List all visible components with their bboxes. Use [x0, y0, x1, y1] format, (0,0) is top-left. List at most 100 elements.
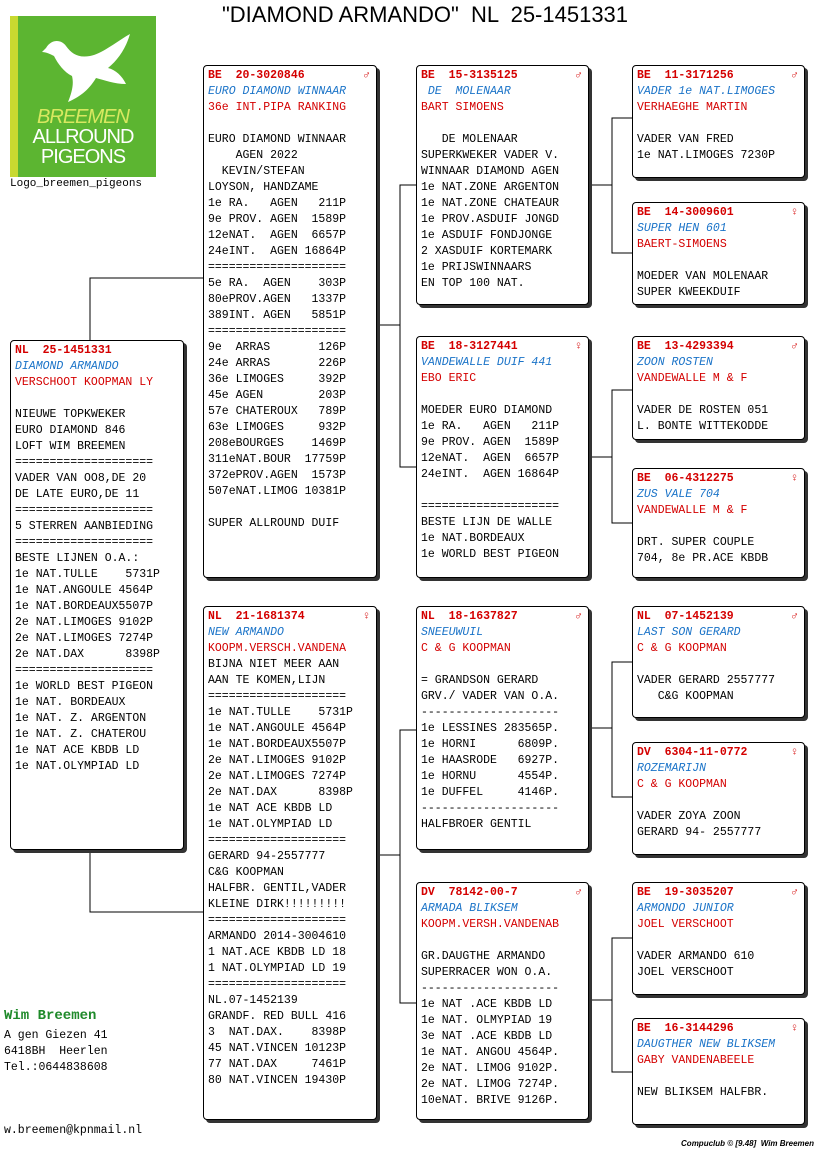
- card-line: 1 NAT.ACE KBDB LD 18: [208, 946, 347, 959]
- title: "DIAMOND ARMANDO" NL 25-1451331: [221, 2, 629, 27]
- card-line: 1e NAT ACE KBDB LD: [208, 802, 333, 815]
- card-line: 2e NAT.LIMOGES 9102P: [208, 754, 347, 767]
- sex-symbol: ♂: [575, 610, 582, 623]
- card-line: 1e PROV.ASDUIF JONGD: [421, 213, 560, 226]
- pedigree-card: BE 16-3144296 ♀ DAUGTHER NEW BLIKSEM GABY V…: [632, 1018, 805, 1125]
- logo: BREEMEN ALLROUND PIGEONS: [10, 16, 156, 177]
- sex-symbol: ♂: [791, 340, 798, 353]
- pedigree-card: BE 15-3135125 ♂ DE MOLENAAR BART SIMOENS D…: [416, 65, 589, 305]
- logo-text: BREEMEN: [37, 106, 130, 128]
- card-line: GRV./ VADER VAN O.A.: [421, 690, 560, 703]
- owner: VERSCHOOT KOOPMAN LY: [15, 376, 154, 389]
- ring-number: BE 11-3171256 ♂: [637, 69, 798, 82]
- card-line: 1e HORNU 4554P.: [421, 770, 560, 783]
- pedigree-card: NL 25-1451331 DIAMOND ARMANDO VERSCHOOT KO…: [10, 340, 184, 850]
- card-line: 9e PROV. AGEN 1589P: [421, 436, 560, 449]
- pedigree-card: BE 13-4293394 ♂ ZOON ROSTEN VANDEWALLE M & …: [632, 336, 805, 440]
- pedigree-card: BE 11-3171256 ♂ VADER 1e NAT.LIMOGES VERHAE…: [632, 65, 805, 178]
- card-line: HALFBROER GENTIL: [421, 818, 532, 831]
- sex-symbol: ♀: [363, 610, 370, 623]
- pigeon-name: ZOON ROSTEN: [637, 356, 713, 369]
- pigeon-name: ZUS VALE 704: [637, 488, 720, 501]
- sex-symbol: ♀: [791, 206, 798, 219]
- card-line: ====================: [208, 261, 347, 274]
- card-line: 80ePROV.AGEN 1337P: [208, 293, 347, 306]
- pedigree-card: DV 6304-11-0772 ♀ ROZEMARIJN C & G KOOPMAN V…: [632, 742, 805, 855]
- card-line: MOEDER VAN MOLENAAR: [637, 270, 769, 283]
- card-line: 3e NAT .ACE KBDB LD: [421, 1030, 553, 1043]
- card-line: 80 NAT.VINCEN 19430P: [208, 1074, 347, 1087]
- connector: [611, 117, 632, 254]
- card-line: L. BONTE WITTEKODDE: [637, 420, 769, 433]
- card-line: SUPERRACER WON O.A.: [421, 966, 553, 979]
- card-line: 1e NAT.BORDEAUX5507P: [15, 600, 154, 613]
- card-line: 1e NAT.TULLE 5731P: [15, 568, 160, 581]
- card-line: ====================: [208, 978, 347, 991]
- card-line: AGEN 2022: [208, 149, 298, 162]
- sex-symbol: ♂: [575, 886, 582, 899]
- card-line: 9e PROV. AGEN 1589P: [208, 213, 347, 226]
- card-line: EURO DIAMOND WINNAAR: [208, 133, 347, 146]
- sex-symbol: ♂: [363, 69, 370, 82]
- card-line: 1e NAT.ANGOULE 4564P: [15, 584, 154, 597]
- card-line: HALFBR. GENTIL,VADER: [208, 882, 347, 895]
- card-line: VADER ZOYA ZOON: [637, 810, 741, 823]
- sex-symbol: ♀: [791, 1022, 798, 1035]
- owner: VANDEWALLE M & F: [637, 372, 748, 385]
- pedigree-card: BE 20-3020846 ♂ EURO DIAMOND WINNAAR 36e IN…: [203, 65, 377, 578]
- card-line: 24e ARRAS 226P: [208, 357, 347, 370]
- card-line: 1e NAT.ANGOULE 4564P: [208, 722, 347, 735]
- owner: KOOPM.VERSCH.VANDENA: [208, 642, 347, 655]
- ring-number: DV 6304-11-0772 ♀: [637, 746, 798, 759]
- card-line: ====================: [15, 504, 154, 517]
- ring-number: BE 14-3009601 ♀: [637, 206, 798, 219]
- card-line: DRT. SUPER COUPLE: [637, 536, 755, 549]
- card-line: 1 NAT.OLYMPIAD LD 19: [208, 962, 347, 975]
- card-line: ====================: [421, 500, 560, 513]
- sex-symbol: ♀: [791, 472, 798, 485]
- card-line: 24eINT. AGEN 16864P: [421, 468, 560, 481]
- contact-email: w.breemen@kpnmail.nl: [4, 1124, 143, 1137]
- card-line: VADER ARMANDO 610: [637, 950, 755, 963]
- logo-text: ALLROUND: [32, 126, 135, 148]
- card-line: 1e NAT. ANGOU 4564P.: [421, 1046, 560, 1059]
- card-line: 704, 8e PR.ACE KBDB: [637, 552, 769, 565]
- pedigree-card: BE 14-3009601 ♀ SUPER HEN 601 BAERT-SIMOENS…: [632, 202, 805, 305]
- owner: EBO ERIC: [421, 372, 477, 385]
- card-line: BESTE LIJNEN O.A.:: [15, 552, 140, 565]
- pedigree-card: NL 07-1452139 ♂ LAST SON GERARD C & G KOOPM…: [632, 606, 805, 718]
- pedigree-card: BE 18-3127441 ♀ VANDEWALLE DUIF 441 EBO ERI…: [416, 336, 589, 578]
- card-line: 2e NAT.DAX 8398P: [208, 786, 353, 799]
- connector: [611, 661, 632, 798]
- logo-text: PIGEONS: [40, 146, 126, 168]
- ring-number: BE 15-3135125 ♂: [421, 69, 582, 82]
- ring-number: NL 21-1681374 ♀: [208, 610, 370, 623]
- card-line: 507eNAT.LIMOG 10381P: [208, 485, 347, 498]
- card-line: SUPER KWEEKDUIF: [637, 286, 741, 299]
- card-line: 1e ASDUIF FONDJONGE: [421, 229, 553, 242]
- card-line: BESTE LIJN DE WALLE: [421, 516, 553, 529]
- card-line: 1e NAT.BORDEAUX: [421, 532, 525, 545]
- contact-city: 6418BH Heerlen: [4, 1045, 108, 1058]
- card-line: SUPER ALLROUND DUIF: [208, 517, 340, 530]
- pigeon-name: SUPER HEN 601: [637, 222, 727, 235]
- pedigree-card: DV 78142-00-7 ♂ ARMADA BLIKSEM KOOPM.VERSH.…: [416, 882, 589, 1120]
- card-line: 1e NAT.BORDEAUX5507P: [208, 738, 347, 751]
- card-line: ARMANDO 2014-3004610: [208, 930, 347, 943]
- card-line: GERARD 94-2557777: [208, 850, 326, 863]
- pigeon-name: DE MOLENAAR: [421, 85, 511, 98]
- card-line: 1e NAT ACE KBDB LD: [15, 744, 140, 757]
- card-line: 1e RA. AGEN 211P: [421, 420, 560, 433]
- card-line: 3 NAT.DAX. 8398P: [208, 1026, 347, 1039]
- card-line: 1e NAT. OLMYPIAD 19: [421, 1014, 553, 1027]
- card-line: ====================: [15, 456, 154, 469]
- card-line: 1e NAT.TULLE 5731P: [208, 706, 353, 719]
- card-line: DE LATE EURO,DE 11: [15, 488, 140, 501]
- sex-symbol: ♀: [791, 746, 798, 759]
- connector: [611, 389, 632, 524]
- pedigree-card: BE 06-4312275 ♀ ZUS VALE 704 VANDEWALLE M &…: [632, 468, 805, 578]
- card-line: 24eINT. AGEN 16864P: [208, 245, 347, 258]
- card-line: 1e NAT. Z. CHATEROU: [15, 728, 147, 741]
